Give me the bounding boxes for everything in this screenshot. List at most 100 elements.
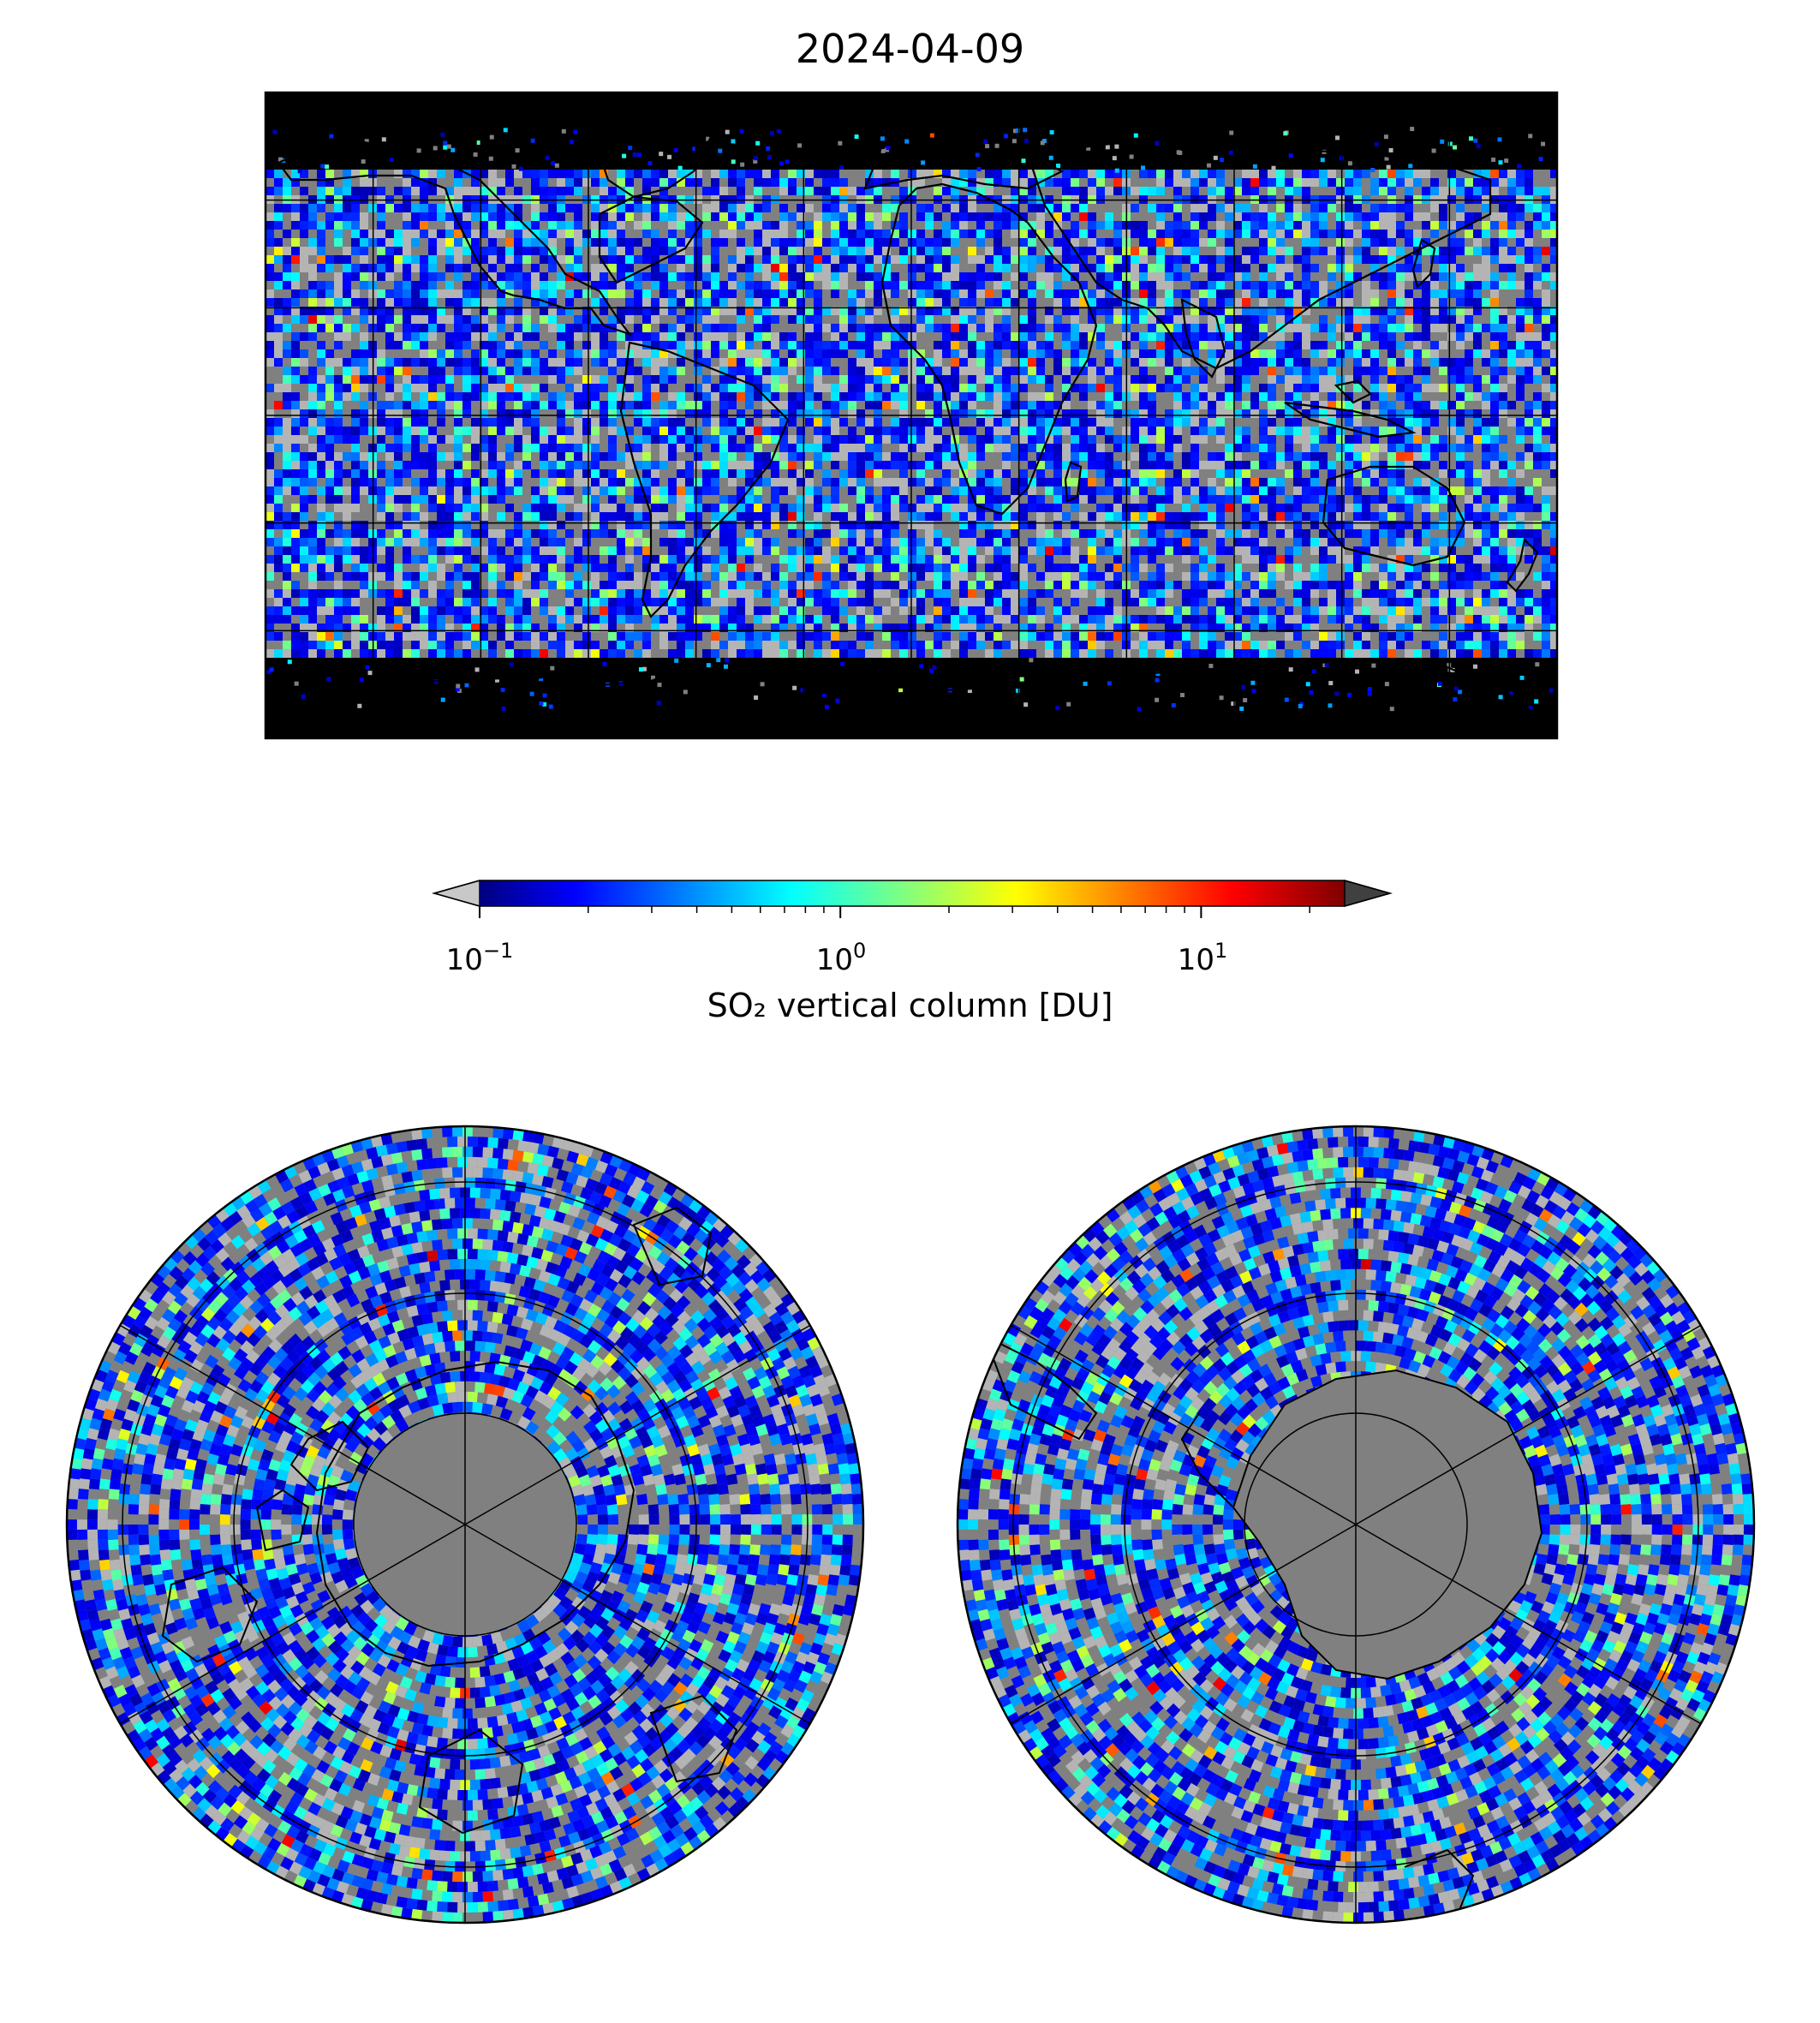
global-so2-cell <box>994 332 1002 341</box>
global-so2-cell <box>308 375 317 384</box>
global-so2-cell <box>754 367 762 375</box>
global-so2-cell <box>1379 409 1387 418</box>
global-so2-cell <box>1285 281 1293 289</box>
global-so2-cell <box>1165 418 1173 427</box>
global-so2-cell <box>283 452 291 461</box>
global-so2-cell <box>325 444 334 452</box>
global-so2-cell <box>334 255 343 264</box>
global-so2-cell <box>882 204 891 212</box>
global-so2-cell <box>745 212 754 221</box>
global-so2-cell <box>1011 247 1019 255</box>
global-so2-cell <box>1405 392 1413 401</box>
global-so2-cell <box>394 187 403 195</box>
global-so2-cell <box>985 178 994 187</box>
global-so2-cell <box>445 341 454 349</box>
global-so2-cell <box>771 281 779 289</box>
global-so2-cell <box>659 264 668 272</box>
global-so2-cell <box>634 392 642 401</box>
global-so2-cell <box>1216 204 1225 212</box>
global-so2-cell <box>445 367 454 375</box>
global-so2-cell <box>317 358 325 367</box>
global-so2-cell <box>1482 332 1490 341</box>
global-so2-cell <box>994 221 1002 230</box>
global-so2-cell <box>1302 332 1310 341</box>
global-so2-cell <box>1550 435 1557 444</box>
global-so2-cell <box>1285 332 1293 341</box>
global-so2-cell <box>1156 204 1165 212</box>
global-so2-cell <box>814 178 822 187</box>
global-so2-cell <box>1525 375 1533 384</box>
global-so2-cell <box>788 375 797 384</box>
global-so2-cell <box>1242 298 1250 307</box>
global-so2-cell <box>608 187 617 195</box>
global-so2-cell <box>1148 349 1156 358</box>
global-so2-cell <box>1071 212 1079 221</box>
global-so2-cell <box>1430 187 1439 195</box>
global-so2-cell <box>1507 272 1516 281</box>
global-so2-cell <box>908 409 916 418</box>
global-so2-cell <box>711 409 719 418</box>
global-so2-cell <box>831 272 839 281</box>
global-so2-cell <box>1422 324 1430 332</box>
global-so2-cell <box>1182 384 1190 392</box>
global-so2-cell <box>1499 307 1507 315</box>
global-so2-cell <box>839 264 848 272</box>
global-so2-cell <box>1250 384 1259 392</box>
global-so2-cell <box>514 307 522 315</box>
global-so2-cell <box>283 384 291 392</box>
global-so2-cell <box>1405 324 1413 332</box>
global-so2-cell <box>1533 409 1542 418</box>
global-so2-cell <box>1302 418 1310 427</box>
global-so2-cell <box>1439 281 1447 289</box>
global-so2-cell <box>454 272 462 281</box>
global-so2-cell <box>891 289 899 298</box>
global-so2-cell <box>1131 212 1139 221</box>
global-so2-cell <box>1328 315 1336 324</box>
global-so2-cell <box>694 427 702 435</box>
global-so2-cell <box>668 170 677 178</box>
global-so2-cell <box>856 204 865 212</box>
global-so2-cell <box>1465 298 1473 307</box>
global-so2-cell <box>1482 281 1490 289</box>
global-so2-cell <box>942 247 951 255</box>
global-so2-cell <box>1456 358 1465 367</box>
global-so2-cell <box>540 298 548 307</box>
global-so2-cell <box>1516 435 1525 444</box>
global-so2-cell <box>1465 444 1473 452</box>
global-so2-cell <box>882 392 891 401</box>
global-so2-cell <box>1533 255 1542 264</box>
global-so2-cell <box>1165 212 1173 221</box>
global-so2-cell <box>1465 358 1473 367</box>
global-so2-cell <box>403 384 411 392</box>
figure-title: 2024-04-09 <box>795 26 1025 72</box>
global-so2-cell <box>1396 401 1405 409</box>
global-so2-cell <box>651 392 659 401</box>
global-so2-cell <box>994 315 1002 324</box>
global-so2-cell <box>505 221 514 230</box>
global-so2-cell <box>1456 281 1465 289</box>
global-so2-cell <box>582 170 591 178</box>
global-so2-cell <box>814 264 822 272</box>
global-so2-cell <box>1139 315 1148 324</box>
global-so2-cell <box>1473 341 1482 349</box>
global-so2-cell <box>488 435 497 444</box>
global-so2-cell <box>1028 170 1036 178</box>
global-so2-cell <box>1259 204 1268 212</box>
global-so2-cell <box>522 255 531 264</box>
global-so2-cell <box>1482 375 1490 384</box>
global-so2-cell <box>634 178 642 187</box>
global-so2-cell <box>934 409 942 418</box>
global-so2-cell <box>797 221 805 230</box>
global-so2-cell <box>300 247 308 255</box>
global-so2-cell <box>582 315 591 324</box>
global-so2-cell <box>1285 221 1293 230</box>
global-so2-cell <box>1233 367 1242 375</box>
global-so2-cell <box>1242 255 1250 264</box>
global-so2-cell <box>1053 238 1062 247</box>
global-so2-cell <box>1105 418 1113 427</box>
global-so2-cell <box>737 392 745 401</box>
global-so2-cell <box>1285 427 1293 435</box>
global-so2-cell <box>548 255 557 264</box>
global-so2-cell <box>848 367 856 375</box>
global-so2-cell <box>1405 221 1413 230</box>
